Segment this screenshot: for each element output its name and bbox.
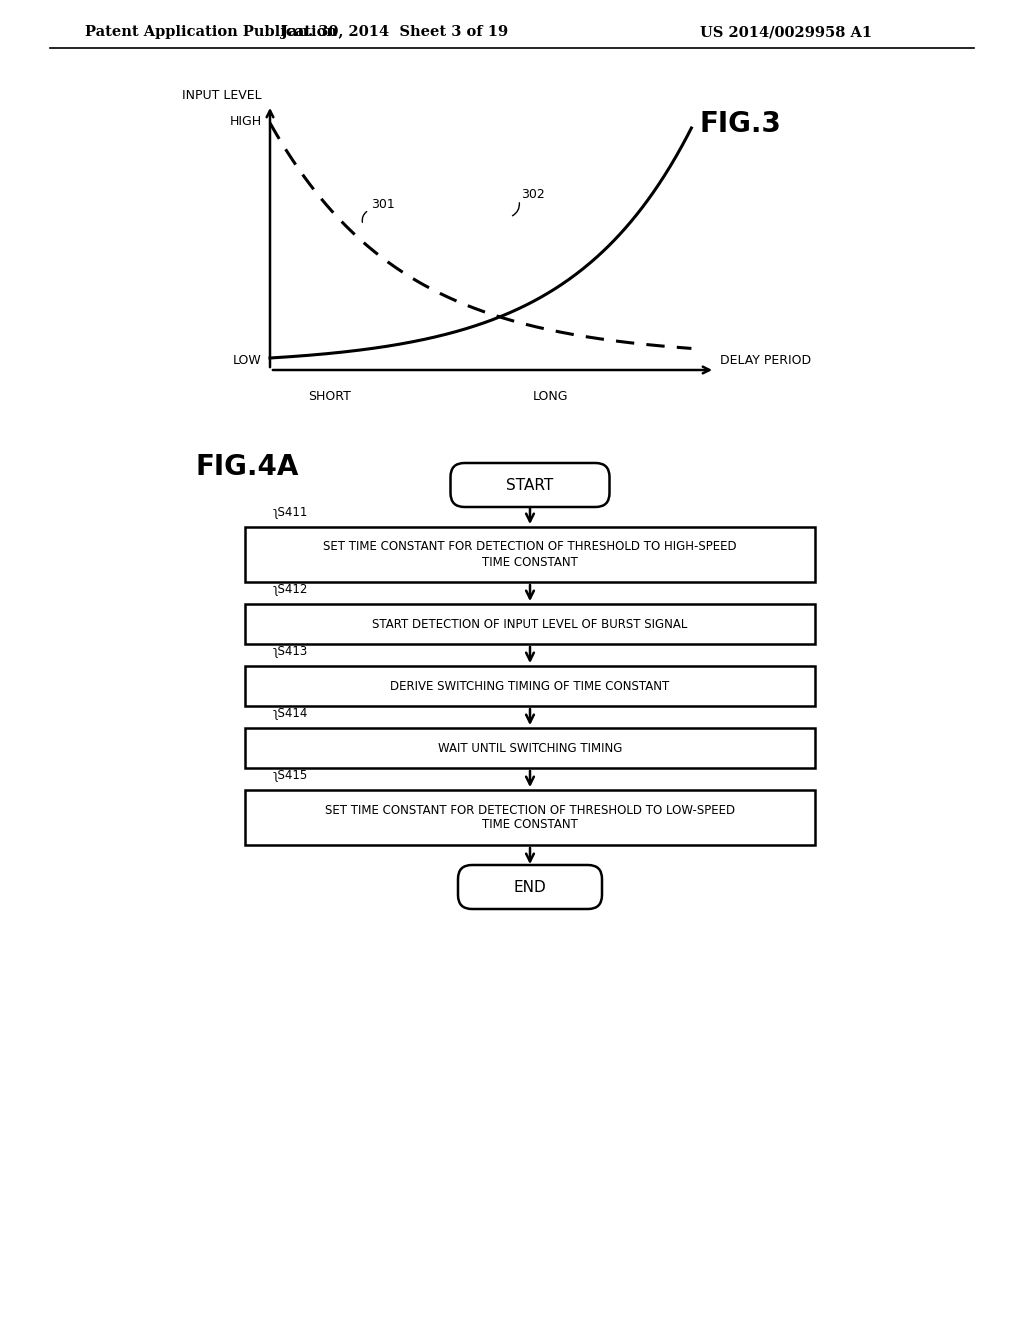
Text: FIG.3: FIG.3 [700, 110, 782, 139]
Text: LOW: LOW [233, 354, 262, 367]
Text: Jan. 30, 2014  Sheet 3 of 19: Jan. 30, 2014 Sheet 3 of 19 [282, 25, 509, 40]
Bar [245, 729, 815, 768]
FancyBboxPatch shape [458, 865, 602, 909]
Text: SHORT: SHORT [308, 389, 351, 403]
Text: ʅS415: ʅS415 [273, 770, 308, 781]
Text: END: END [514, 879, 547, 895]
Bar [245, 605, 815, 644]
Text: SET TIME CONSTANT FOR DETECTION OF THRESHOLD TO HIGH-SPEED
TIME CONSTANT: SET TIME CONSTANT FOR DETECTION OF THRES… [324, 540, 737, 569]
Text: ʅS413: ʅS413 [273, 645, 308, 657]
FancyBboxPatch shape [451, 463, 609, 507]
Text: FIG.4A: FIG.4A [195, 453, 298, 480]
Text: DERIVE SWITCHING TIMING OF TIME CONSTANT: DERIVE SWITCHING TIMING OF TIME CONSTANT [390, 680, 670, 693]
Text: START DETECTION OF INPUT LEVEL OF BURST SIGNAL: START DETECTION OF INPUT LEVEL OF BURST … [373, 618, 688, 631]
Text: ʅS414: ʅS414 [273, 708, 308, 719]
Text: START: START [507, 478, 554, 492]
Text: DELAY PERIOD: DELAY PERIOD [720, 354, 811, 367]
Text: US 2014/0029958 A1: US 2014/0029958 A1 [700, 25, 872, 40]
Text: ʅS411: ʅS411 [273, 506, 308, 519]
Bar [245, 789, 815, 845]
Text: Patent Application Publication: Patent Application Publication [85, 25, 337, 40]
Text: SET TIME CONSTANT FOR DETECTION OF THRESHOLD TO LOW-SPEED
TIME CONSTANT: SET TIME CONSTANT FOR DETECTION OF THRES… [325, 804, 735, 832]
Text: HIGH: HIGH [229, 115, 262, 128]
Text: 301: 301 [371, 198, 394, 211]
Bar [245, 527, 815, 582]
Text: 302: 302 [521, 189, 545, 202]
Text: LONG: LONG [532, 389, 567, 403]
Text: ʅS412: ʅS412 [273, 583, 308, 597]
Bar [245, 667, 815, 706]
Text: INPUT LEVEL: INPUT LEVEL [182, 88, 262, 102]
Text: WAIT UNTIL SWITCHING TIMING: WAIT UNTIL SWITCHING TIMING [438, 742, 623, 755]
